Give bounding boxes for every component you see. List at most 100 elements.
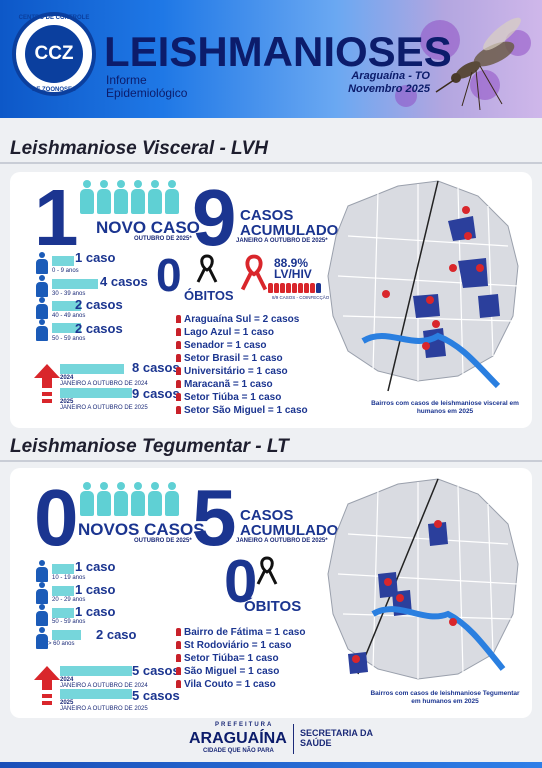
lt-accum-label: CASOS ACUMULADOS (240, 508, 348, 538)
person-icon (131, 180, 145, 214)
age-value: 2 casos (75, 321, 123, 336)
hiv-percent: 88.9% (274, 256, 309, 270)
age-range: 50 - 59 anos (52, 336, 86, 342)
lt-section-title: Leishmaniose Tegumentar - LT (10, 436, 289, 457)
age-range: 30 - 39 anos (52, 291, 86, 297)
neighborhood-label: São Miguel = 1 caso (184, 666, 280, 677)
list-item: Universitário = 1 caso (176, 365, 308, 378)
neighborhood-label: Setor Tiúba = 1 caso (184, 392, 282, 403)
logo-ring-top: CENTRO DE CONTROLE (18, 15, 90, 21)
age-range: > 60 anos (48, 641, 75, 647)
mourning-ribbon-icon (196, 254, 218, 283)
lvh-new-cases-number: 1 (34, 173, 79, 262)
person-icon (268, 283, 273, 293)
footer-bar (0, 762, 542, 768)
age-bar (52, 301, 81, 311)
divider (0, 162, 542, 164)
mourning-ribbon-icon (256, 556, 278, 585)
age-bar (52, 256, 74, 266)
lvh-section-title: Leishmaniose Visceral - LVH (10, 138, 269, 159)
list-item: Vila Couto = 1 caso (176, 678, 305, 691)
compare-bar-2024 (60, 666, 132, 676)
age-value: 1 caso (75, 604, 116, 619)
list-item: Setor Tiúba= 1 caso (176, 652, 305, 665)
footer-slogan: CIDADE QUE NÃO PARA (203, 748, 274, 754)
lvh-accum-number: 9 (192, 173, 237, 262)
age-value: 4 casos (100, 274, 148, 289)
age-range: 40 - 49 anos (52, 313, 86, 319)
lt-accum-number: 5 (192, 473, 237, 562)
list-item: São Miguel = 1 caso (176, 665, 305, 678)
lvh-new-cases-label: NOVO CASO (96, 218, 200, 237)
accum-label-2: ACUMULADOS (240, 522, 349, 539)
people-icons (80, 180, 179, 214)
neighborhood-label: Setor Brasil = 1 caso (184, 353, 283, 364)
lt-new-cases-number: 0 (34, 473, 79, 562)
child-icon (36, 252, 48, 274)
divider (0, 460, 542, 462)
compare-bar-2025 (60, 689, 132, 699)
decor-blob (395, 85, 417, 107)
lt-neighborhood-list: Bairro de Fátima = 1 caso St Rodoviário … (176, 626, 305, 691)
neighborhood-label: Vila Couto = 1 caso (184, 679, 276, 690)
lt-map-caption: Bairros com casos de leishmaniose Tegume… (370, 690, 520, 705)
age-range: 10 - 19 anos (52, 575, 86, 581)
lt-accum-period: JANEIRO A OUTUBRO DE 2025* (236, 538, 328, 544)
lvh-map-caption: Bairros com casos de leishmaniose viscer… (371, 400, 519, 415)
adult-icon (36, 319, 48, 341)
map-pin-icon (176, 315, 181, 323)
subtitle-line-2: Epidemiológico (106, 86, 188, 100)
adult-icon (36, 560, 48, 582)
map-pin-icon (176, 641, 181, 649)
person-icon (298, 283, 303, 293)
person-icon (97, 180, 111, 214)
aids-ribbon-icon (240, 254, 268, 291)
accum-label-1: CASOS (240, 207, 294, 224)
compare-year-2024: 2024 (60, 677, 74, 683)
neighborhood-label: Senador = 1 caso (184, 340, 267, 351)
header-banner: CENTRO DE CONTROLE CCZ DE ZOONOSES LEISH… (0, 0, 542, 118)
compare-period-2024: JANEIRO A OUTUBRO DE 2024 (60, 683, 148, 689)
age-value: 1 caso (75, 559, 116, 574)
person-icon (114, 482, 128, 516)
accum-label-2: ACUMULADOS (240, 222, 349, 239)
map-pin-icon (176, 328, 181, 336)
person-icon (97, 482, 111, 516)
neighborhood-label: Araguaína Sul = 2 casos (184, 314, 300, 325)
ccz-logo: CENTRO DE CONTROLE CCZ DE ZOONOSES (12, 12, 96, 96)
lvh-deaths-number: 0 (156, 249, 182, 301)
person-icon (280, 283, 285, 293)
list-item: Setor Brasil = 1 caso (176, 352, 308, 365)
neighborhood-label: Maracanã = 1 caso (184, 379, 273, 390)
map-pin-icon (176, 680, 181, 688)
increase-arrow-icon (34, 364, 60, 403)
compare-value-2024: 5 casos (132, 663, 180, 678)
map-pin-icon (176, 354, 181, 362)
age-bar (52, 586, 74, 596)
age-range: 50 - 59 anos (52, 619, 86, 625)
location: Araguaína - TO (351, 70, 430, 82)
list-item: Bairro de Fátima = 1 caso (176, 626, 305, 639)
neighborhood-label: Lago Azul = 1 caso (184, 327, 274, 338)
map-pin-icon (176, 367, 181, 375)
age-bar (52, 630, 81, 640)
footer-secretaria: SECRETARIA DA SAÚDE (300, 728, 373, 748)
person-icon (148, 482, 162, 516)
person-icon (316, 283, 321, 293)
list-item: St Rodoviário = 1 caso (176, 639, 305, 652)
person-icon (131, 482, 145, 516)
compare-year-2025: 2025 (60, 399, 74, 405)
map-pin-icon (176, 628, 181, 636)
age-range: 20 - 29 anos (52, 597, 86, 603)
compare-period-2025: JANEIRO A OUTUBRO DE 2025 (60, 706, 148, 712)
compare-bar-2024 (60, 364, 124, 374)
person-icon (165, 482, 179, 516)
people-icons (80, 482, 179, 516)
age-value: 1 caso (75, 250, 116, 265)
person-icon (274, 283, 279, 293)
list-item: Senador = 1 caso (176, 339, 308, 352)
lvh-neighborhood-map (327, 180, 519, 392)
neighborhood-label: Setor Tiúba= 1 caso (184, 653, 279, 664)
map-pin-icon (176, 406, 181, 414)
lvh-accum-label: CASOS ACUMULADOS (240, 208, 348, 238)
